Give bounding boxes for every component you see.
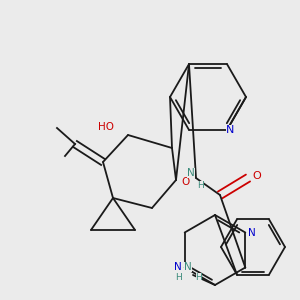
Text: N: N: [248, 227, 256, 238]
Text: N: N: [174, 262, 182, 272]
Text: N: N: [187, 168, 195, 178]
Text: H: H: [176, 272, 182, 281]
Text: H: H: [196, 272, 202, 281]
Text: H: H: [198, 181, 204, 190]
Text: O: O: [182, 177, 190, 187]
Text: N: N: [184, 262, 192, 272]
Text: N: N: [226, 125, 234, 135]
Text: O: O: [253, 171, 261, 181]
Text: HO: HO: [98, 122, 114, 132]
